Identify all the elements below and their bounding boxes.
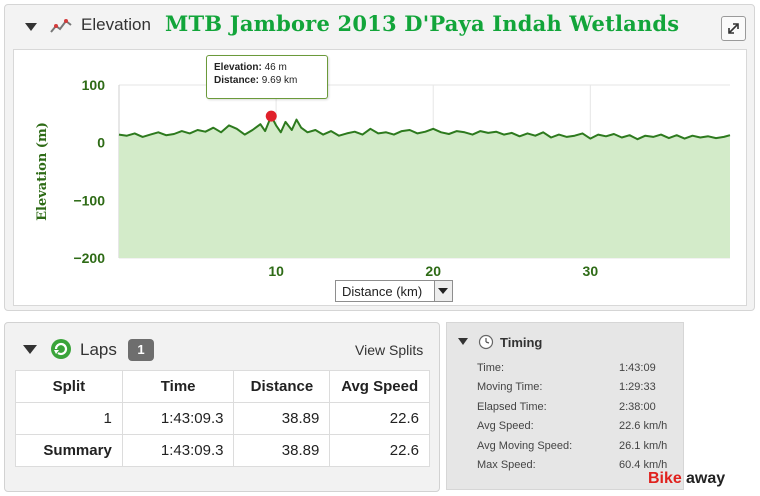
watermark-text: away bbox=[686, 470, 726, 487]
elevation-title: Elevation bbox=[81, 15, 151, 34]
cell-avg-speed: 22.6 bbox=[329, 434, 430, 467]
tooltip-distance-label: Distance: bbox=[214, 75, 260, 86]
clock-icon bbox=[478, 334, 494, 350]
cell-distance: 38.89 bbox=[233, 434, 331, 467]
timing-row-time: Time: 1:43:09 bbox=[477, 362, 677, 376]
cell-split: Summary bbox=[15, 434, 123, 467]
tooltip-elevation-label: Elevation: bbox=[214, 62, 262, 73]
table-row[interactable]: 1 1:43:09.3 38.89 22.6 bbox=[15, 402, 430, 435]
column-header-split[interactable]: Split bbox=[15, 370, 123, 403]
y-axis-label: Elevation (m) bbox=[35, 122, 50, 221]
timing-row-moving-time: Moving Time: 1:29:33 bbox=[477, 381, 677, 395]
elevation-chart-svg: 100 0 −100 −200 10 20 30 Elevation (m) bbox=[35, 77, 731, 279]
elevation-graph-icon bbox=[50, 19, 72, 33]
route-title: MTB Jambore 2013 D'Paya Indah Wetlands bbox=[165, 11, 680, 36]
view-splits-link[interactable]: View Splits bbox=[355, 342, 424, 358]
y-tick-label: −100 bbox=[73, 192, 105, 208]
timing-label: Time: bbox=[477, 362, 505, 374]
laps-table: Split Time Distance Avg Speed 1 1:43:09.… bbox=[15, 370, 430, 467]
axis-ticks: 100 0 −100 −200 10 20 30 bbox=[73, 77, 598, 279]
y-tick-label: 100 bbox=[82, 77, 106, 93]
bikeaway-watermark: Bike away bbox=[648, 466, 754, 494]
highlight-marker[interactable] bbox=[265, 110, 277, 122]
timing-label: Max Speed: bbox=[477, 459, 536, 471]
collapse-toggle-icon[interactable] bbox=[458, 338, 468, 345]
timing-value: 26.1 km/h bbox=[619, 440, 668, 452]
cell-time: 1:43:09.3 bbox=[121, 402, 235, 435]
timing-row-elapsed-time: Elapsed Time: 2:38:00 bbox=[477, 401, 677, 415]
elevation-line bbox=[118, 115, 731, 141]
tooltip-elevation-value: 46 m bbox=[264, 62, 287, 73]
expand-button[interactable] bbox=[721, 16, 746, 41]
chevron-down-icon bbox=[438, 288, 448, 294]
laps-count-badge: 1 bbox=[128, 339, 154, 361]
column-header-distance[interactable]: Distance bbox=[233, 370, 331, 403]
tooltip-distance-value: 9.69 km bbox=[261, 75, 298, 86]
elevation-header: Elevation MTB Jambore 2013 D'Paya Indah … bbox=[5, 5, 754, 45]
cell-time: 1:43:09.3 bbox=[121, 434, 235, 467]
chart-tooltip: Elevation: 46 m Distance: 9.69 km bbox=[206, 55, 328, 99]
timing-value: 2:38:00 bbox=[619, 401, 656, 413]
collapse-toggle-icon[interactable] bbox=[25, 23, 37, 31]
column-header-time[interactable]: Time bbox=[121, 370, 235, 403]
timing-value: 60.4 km/h bbox=[619, 459, 668, 471]
column-header-avg-speed[interactable]: Avg Speed bbox=[329, 370, 430, 403]
table-row-summary[interactable]: Summary 1:43:09.3 38.89 22.6 bbox=[15, 434, 430, 467]
timing-label: Avg Moving Speed: bbox=[477, 440, 573, 452]
timing-label: Elapsed Time: bbox=[477, 401, 547, 413]
timing-value: 22.6 km/h bbox=[619, 420, 668, 432]
y-tick-label: −200 bbox=[73, 250, 105, 266]
watermark-text: Bike bbox=[648, 470, 682, 487]
laps-title: Laps bbox=[80, 340, 117, 359]
elevation-chart[interactable]: 100 0 −100 −200 10 20 30 Elevation (m) Elevati… bbox=[13, 49, 747, 306]
timing-value: 1:29:33 bbox=[619, 381, 656, 393]
x-tick-label: 10 bbox=[268, 263, 284, 279]
timing-panel: Timing Time: 1:43:09 Moving Time: 1:29:3… bbox=[446, 322, 684, 490]
timing-row-avg-speed: Avg Speed: 22.6 km/h bbox=[477, 420, 677, 434]
collapse-toggle-icon[interactable] bbox=[23, 345, 37, 354]
timing-value: 1:43:09 bbox=[619, 362, 656, 374]
timing-label: Moving Time: bbox=[477, 381, 543, 393]
elevation-area-fill bbox=[119, 116, 730, 258]
timing-label: Avg Speed: bbox=[477, 420, 534, 432]
laps-panel: Laps 1 View Splits Split Time Distance A… bbox=[4, 322, 440, 492]
elevation-panel: Elevation MTB Jambore 2013 D'Paya Indah … bbox=[4, 4, 755, 311]
cell-split: 1 bbox=[15, 402, 123, 435]
cell-avg-speed: 22.6 bbox=[329, 402, 430, 435]
timing-row-max-speed: Max Speed: 60.4 km/h bbox=[477, 459, 677, 473]
x-axis-select-label: Distance (km) bbox=[342, 284, 423, 299]
cell-distance: 38.89 bbox=[233, 402, 331, 435]
x-tick-label: 30 bbox=[583, 263, 599, 279]
timing-title: Timing bbox=[500, 335, 543, 350]
expand-icon bbox=[728, 23, 739, 34]
x-tick-label: 20 bbox=[425, 263, 441, 279]
timing-row-avg-moving-speed: Avg Moving Speed: 26.1 km/h bbox=[477, 440, 677, 454]
y-tick-label: 0 bbox=[97, 135, 105, 151]
select-arrow-button[interactable] bbox=[434, 281, 452, 301]
laps-refresh-icon bbox=[51, 339, 71, 359]
table-header-row: Split Time Distance Avg Speed bbox=[15, 370, 430, 403]
x-axis-select[interactable]: Distance (km) bbox=[335, 280, 453, 302]
